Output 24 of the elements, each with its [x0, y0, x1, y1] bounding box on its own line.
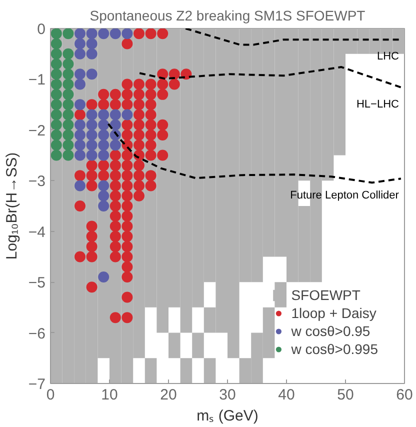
x-tick-label: 10 — [101, 386, 118, 404]
series-label: LHC — [376, 50, 400, 63]
x-tick-label: 60 — [396, 386, 413, 404]
series-label: HL−LHC — [356, 98, 400, 110]
x-tick-label: 40 — [278, 386, 295, 404]
legend-label: SFOEWPT — [291, 287, 360, 303]
chart-title: Spontaneous Z2 breaking SM1S SFOEWPT — [90, 8, 366, 24]
y-tick-label: −1 — [28, 72, 46, 89]
y-tick-label: −5 — [28, 274, 46, 292]
y-tick-label: −4 — [28, 224, 46, 241]
y-tick-label: −3 — [28, 173, 46, 190]
x-tick-label: 50 — [337, 386, 354, 404]
y-axis-title: Log₁₀Br(H→SS) — [3, 152, 20, 260]
y-tick-label: 0 — [37, 21, 46, 38]
y-tick-label: −2 — [28, 122, 46, 140]
series-label: Future Lepton Collider — [290, 190, 400, 202]
legend-label: w cosθ>0.95 — [291, 323, 370, 339]
y-tick-label: −7 — [28, 376, 46, 393]
legend-label: 1loop + Daisy — [291, 305, 376, 321]
x-tick-label: 20 — [160, 386, 177, 404]
x-tick-label: 30 — [219, 386, 236, 404]
x-axis-title: mₛ (GeV) — [196, 408, 258, 424]
legend-label: w cosθ>0.995 — [291, 341, 378, 357]
y-tick-label: −6 — [28, 325, 46, 342]
